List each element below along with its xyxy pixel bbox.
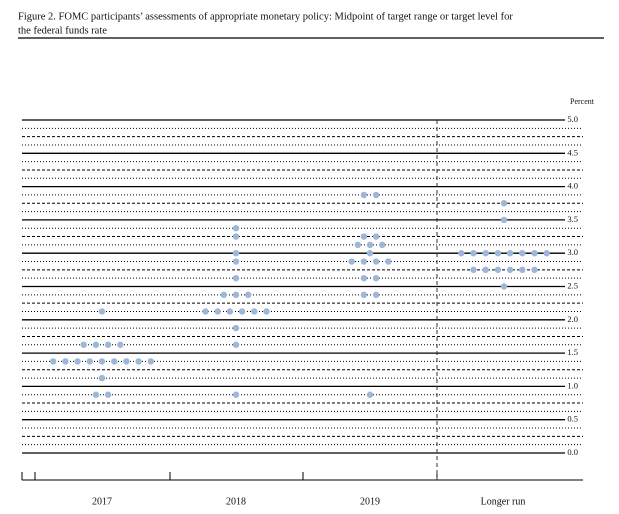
dot: [98, 308, 106, 315]
y-tick-label: 4.5: [567, 147, 578, 157]
y-tick-label: 2.0: [567, 314, 578, 324]
dot: [232, 250, 240, 257]
x-tick-label: Longer run: [481, 496, 526, 507]
dot: [104, 391, 112, 398]
dot: [232, 291, 240, 299]
dot: [360, 274, 368, 282]
y-tick-label: 0.5: [567, 414, 578, 424]
x-tick-label: 2018: [226, 496, 246, 507]
y-tick-label: 2.5: [567, 280, 578, 290]
dot: [232, 341, 240, 348]
dot: [232, 225, 240, 232]
dot: [372, 258, 380, 265]
dot: [360, 291, 368, 299]
dot: [494, 250, 502, 257]
dot: [232, 233, 240, 240]
dot: [251, 308, 258, 315]
dot: [62, 358, 69, 365]
dot: [92, 341, 100, 348]
dot: [360, 233, 368, 240]
dot: [360, 258, 368, 265]
dot: [263, 308, 270, 315]
dot: [500, 200, 508, 207]
dot: [506, 250, 514, 257]
dot: [379, 241, 386, 249]
dot: [366, 250, 374, 257]
dot: [470, 250, 477, 257]
chart-subtitle: the federal funds rate: [18, 25, 107, 36]
chart-title: Figure 2. FOMC participants’ assessments…: [18, 11, 513, 22]
dot: [500, 216, 508, 224]
dot: [500, 283, 508, 290]
dot: [458, 250, 465, 257]
y-tick-label: 0.0: [567, 447, 578, 457]
dot: [531, 266, 538, 274]
dot: [385, 258, 392, 265]
dot: [372, 291, 380, 299]
y-tick-label: 5.0: [567, 114, 578, 124]
dot: [123, 358, 130, 365]
dot: [372, 233, 380, 240]
x-tick-label: 2017: [92, 496, 112, 507]
dot: [232, 391, 240, 398]
dot: [214, 308, 221, 315]
dot: [519, 266, 526, 274]
dot: [226, 308, 234, 315]
dot: [86, 358, 94, 365]
dot: [202, 308, 209, 315]
dot: [372, 191, 380, 199]
dot: [360, 191, 368, 199]
dot: [372, 274, 380, 282]
dot: [482, 266, 489, 274]
dot: [98, 358, 106, 365]
dot: [232, 258, 240, 265]
dot: [494, 266, 502, 274]
y-tick-label: 1.0: [567, 380, 578, 390]
dot: [354, 241, 361, 249]
dot: [531, 250, 538, 257]
dot: [50, 358, 57, 365]
dot: [98, 374, 106, 382]
dot: [506, 266, 514, 274]
dot: [366, 391, 374, 398]
dot: [80, 341, 87, 348]
dot: [482, 250, 489, 257]
dot: [220, 291, 227, 299]
x-tick-label: 2019: [360, 496, 380, 507]
y-tick-label: 4.0: [567, 181, 578, 191]
y-tick-label: 1.5: [567, 347, 578, 357]
y-tick-label: 3.5: [567, 214, 578, 224]
dot: [74, 358, 81, 365]
dot: [470, 266, 477, 274]
dot: [232, 274, 240, 282]
dot: [238, 308, 246, 315]
dot: [348, 258, 355, 265]
y-axis-label: Percent: [570, 97, 595, 106]
dot: [543, 250, 550, 257]
dot: [92, 391, 100, 398]
dot: [366, 241, 374, 249]
dot: [104, 341, 112, 348]
y-tick-label: 3.0: [567, 247, 578, 257]
dot: [135, 358, 142, 365]
dot: [111, 358, 118, 365]
dot: [147, 358, 154, 365]
dot: [519, 250, 526, 257]
dot: [117, 341, 124, 348]
dot: [232, 324, 240, 332]
dot: [245, 291, 252, 299]
